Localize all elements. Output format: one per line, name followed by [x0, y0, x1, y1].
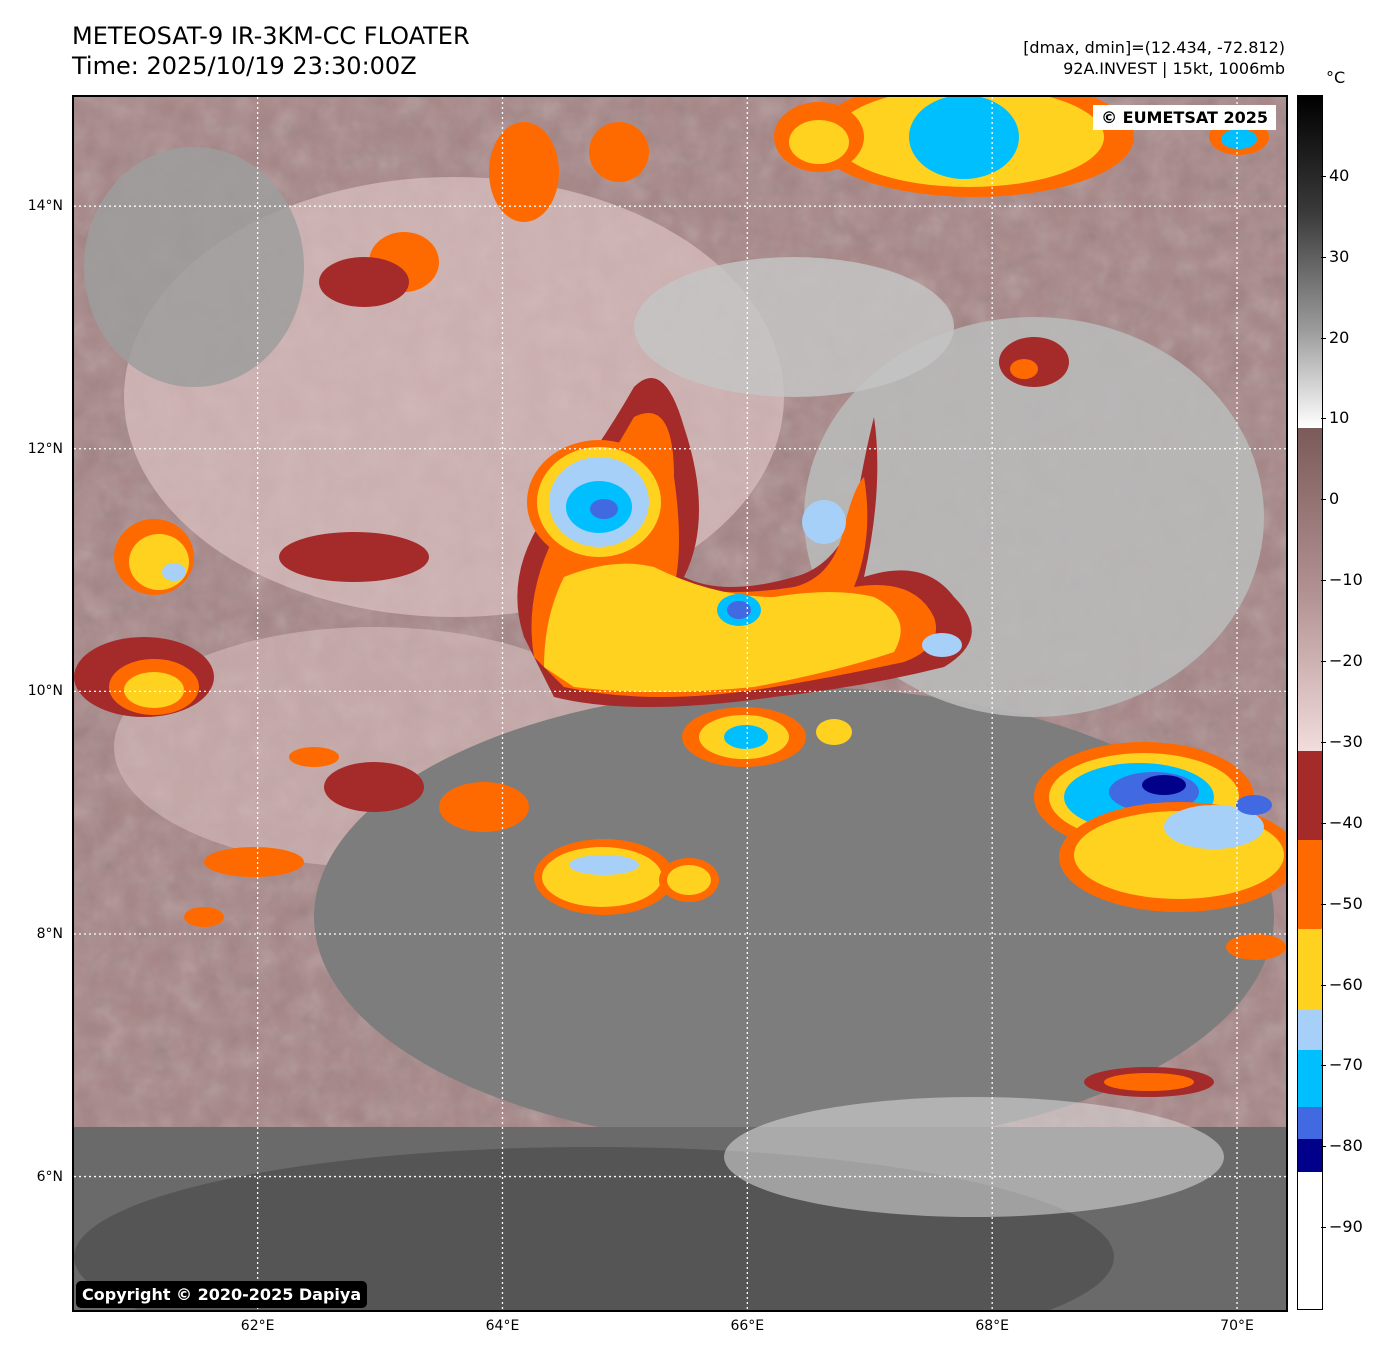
convective-cell — [184, 907, 224, 927]
lon-label: 70°E — [1220, 1318, 1254, 1334]
convective-cell — [724, 725, 768, 749]
colorbar-tick — [1321, 175, 1326, 177]
colorbar-segment-navy — [1298, 1139, 1322, 1172]
satellite-imagery — [74, 97, 1286, 1310]
convective-cell — [319, 257, 409, 307]
storm-info: 92A.INVEST | 15kt, 1006mb — [1063, 59, 1285, 78]
convective-cell — [1221, 129, 1257, 149]
convective-cell — [1226, 934, 1286, 960]
lat-label: 8°N — [36, 925, 63, 942]
lat-lon-grid — [74, 97, 1286, 1310]
colorbar-tick — [1321, 418, 1326, 420]
eumetsat-watermark: © EUMETSAT 2025 — [1093, 105, 1276, 130]
colorbar-label: −50 — [1329, 893, 1363, 913]
convective-cell — [589, 122, 649, 182]
convective-cell — [802, 500, 846, 544]
colorbar-label: −90 — [1329, 1217, 1363, 1237]
colorbar-label: −40 — [1329, 812, 1363, 832]
convective-cell — [129, 534, 189, 590]
convective-cell — [544, 563, 901, 692]
convective-cell — [922, 633, 962, 657]
convective-cell — [439, 782, 529, 832]
colorbar-unit: °C — [1326, 68, 1346, 87]
convective-cell — [124, 672, 184, 708]
data-range-info: [dmax, dmin]=(12.434, -72.812) — [1023, 38, 1285, 57]
convective-cell — [1164, 805, 1264, 849]
colorbar-label: −70 — [1329, 1055, 1363, 1075]
convective-cell — [324, 762, 424, 812]
satellite-map: © EUMETSAT 2025 Copyright © 2020-2025 Da… — [72, 95, 1288, 1312]
colorbar-label: 0 — [1329, 489, 1340, 509]
colorbar-label: −30 — [1329, 731, 1363, 751]
convective-cell — [590, 499, 618, 519]
clear-sky-area — [634, 257, 954, 397]
colorbar-segment-cold — [1298, 1171, 1322, 1309]
convective-cell — [999, 337, 1069, 387]
lon-label: 64°E — [485, 1318, 520, 1334]
convective-cell — [667, 865, 711, 895]
lat-label: 12°N — [27, 440, 63, 457]
lat-label: 14°N — [27, 198, 63, 215]
colorbar-label: 20 — [1329, 327, 1350, 347]
colorbar-segment-yellow — [1298, 928, 1322, 1010]
colorbar-segment-warm — [1298, 96, 1322, 428]
map-timestamp: Time: 2025/10/19 23:30:00Z — [72, 52, 417, 80]
convective-cell — [909, 97, 1019, 179]
colorbar-tick — [1321, 903, 1326, 905]
lon-label: 68°E — [975, 1318, 1010, 1334]
lon-label: 62°E — [240, 1318, 275, 1334]
colorbar-tick — [1321, 580, 1326, 582]
colorbar-segment-orange — [1298, 839, 1322, 929]
colorbar-tick — [1321, 1227, 1326, 1229]
colorbar-label: 40 — [1329, 165, 1350, 185]
colorbar-label: −10 — [1329, 570, 1363, 590]
colorbar-segment-cyan — [1298, 1050, 1322, 1107]
map-title: METEOSAT-9 IR-3KM-CC FLOATER — [72, 22, 470, 50]
convective-cell — [727, 601, 751, 619]
colorbar-segment-light-blue — [1298, 1009, 1322, 1051]
colorbar-tick — [1321, 337, 1326, 339]
lat-label: 10°N — [27, 683, 63, 700]
colorbar-tick — [1321, 661, 1326, 663]
colorbar-label: 30 — [1329, 246, 1350, 266]
colorbar-tick — [1321, 741, 1326, 743]
colorbar-segment-red — [1298, 751, 1322, 840]
temperature-colorbar — [1297, 95, 1323, 1310]
lat-label: 6°N — [36, 1168, 63, 1185]
colorbar-label: 10 — [1329, 408, 1350, 428]
colorbar-tick — [1321, 984, 1326, 986]
convective-cell — [1010, 359, 1038, 379]
colorbar-label: −20 — [1329, 651, 1363, 671]
colorbar-tick — [1321, 256, 1326, 258]
convective-cell — [816, 719, 852, 745]
clear-sky-area — [84, 147, 304, 387]
colorbar-segment-blue — [1298, 1106, 1322, 1140]
copyright-badge: Copyright © 2020-2025 Dapiya — [76, 1281, 368, 1308]
colorbar-tick — [1321, 1065, 1326, 1067]
convective-cell — [204, 847, 304, 877]
convective-cell — [1104, 1073, 1194, 1091]
convective-cell — [289, 747, 339, 767]
colorbar-tick — [1321, 822, 1326, 824]
lon-label: 66°E — [730, 1318, 765, 1334]
convective-cell — [1142, 775, 1186, 795]
colorbar-tick — [1321, 1146, 1326, 1148]
convective-cell — [569, 855, 639, 875]
colorbar-label: −60 — [1329, 974, 1363, 994]
convective-cell — [162, 563, 186, 581]
convective-cell — [1236, 795, 1272, 815]
clear-sky-area — [724, 1097, 1224, 1217]
colorbar-tick — [1321, 499, 1326, 501]
colorbar-segment-brown — [1298, 427, 1322, 751]
convective-cell — [789, 120, 849, 164]
clear-sky-area — [314, 687, 1274, 1147]
convective-cell — [489, 122, 559, 222]
colorbar-label: −80 — [1329, 1136, 1363, 1156]
convective-cell — [279, 532, 429, 582]
